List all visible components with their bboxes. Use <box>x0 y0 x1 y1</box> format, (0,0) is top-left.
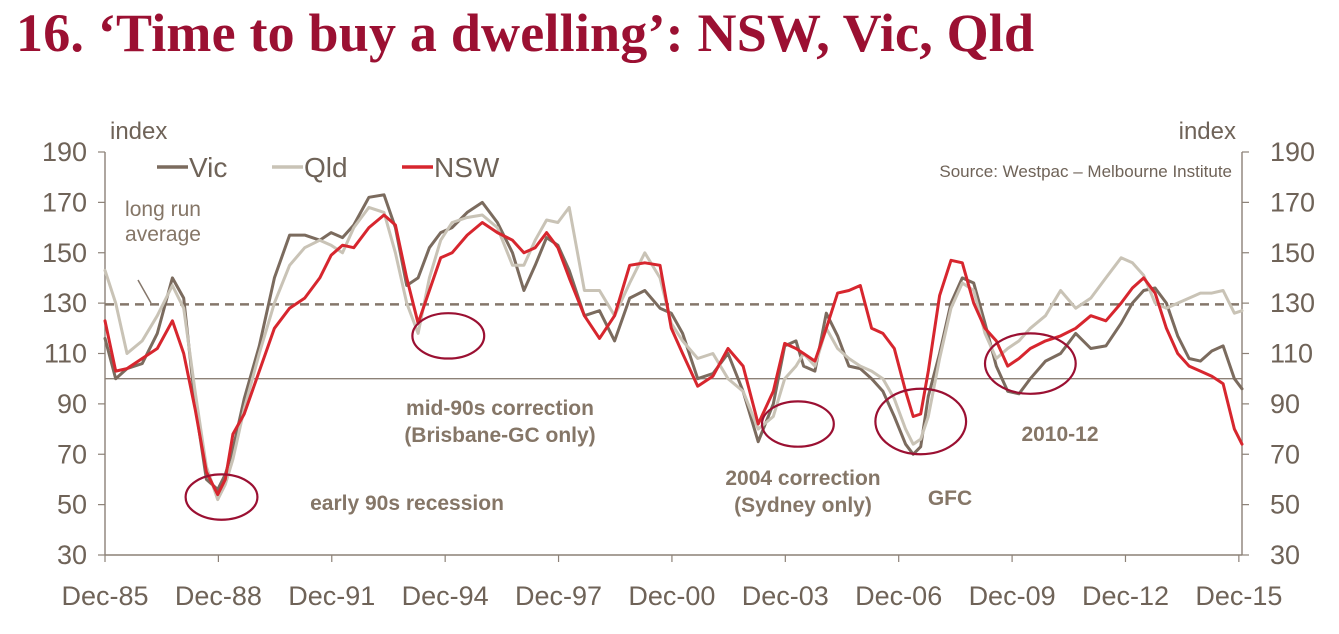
y-tick-label-right: 110 <box>1270 339 1313 369</box>
y-tick-label-right: 170 <box>1270 187 1315 217</box>
legend-label-nsw: NSW <box>434 152 500 183</box>
annotation-label: early 90s recession <box>310 492 504 515</box>
long-run-average-leader <box>137 279 152 304</box>
y-tick-label-left: 110 <box>44 339 87 369</box>
y-tick-label-right: 90 <box>1270 389 1300 419</box>
long-run-average-label: long run <box>125 198 201 221</box>
annotation-label: 2010-12 <box>1021 423 1098 446</box>
legend-label-vic: Vic <box>189 152 227 183</box>
y-tick-label-left: 50 <box>57 490 87 520</box>
y-tick-label-left: 130 <box>42 288 87 318</box>
series-line-vic <box>103 193 1244 491</box>
annotation-label: (Sydney only) <box>734 494 872 517</box>
long-run-average-label: average <box>125 223 201 246</box>
annotation-ellipse <box>983 332 1077 395</box>
x-tick-label: Dec-03 <box>742 581 829 611</box>
y-tick-label-right: 30 <box>1270 540 1300 570</box>
x-tick-label: Dec-97 <box>515 581 602 611</box>
annotation-ellipse <box>760 400 835 448</box>
annotation-ellipse <box>411 312 486 360</box>
x-tick-label: Dec-91 <box>288 581 375 611</box>
x-tick-label: Dec-09 <box>969 581 1056 611</box>
y-axis-label-right: index <box>1179 118 1236 145</box>
y-tick-label-right: 130 <box>1270 288 1315 318</box>
y-tick-label-left: 90 <box>57 389 87 419</box>
x-tick-label: Dec-00 <box>628 581 715 611</box>
y-tick-label-right: 50 <box>1270 490 1300 520</box>
y-tick-label-left: 170 <box>42 187 87 217</box>
x-tick-label: Dec-15 <box>1195 581 1282 611</box>
x-tick-label: Dec-88 <box>175 581 262 611</box>
annotation-label: mid-90s correction <box>406 397 594 420</box>
x-tick-label: Dec-85 <box>61 581 148 611</box>
series-line-qld <box>103 205 1244 502</box>
y-tick-label-right: 70 <box>1270 439 1300 469</box>
legend-label-qld: Qld <box>304 152 348 183</box>
annotation-label: (Brisbane-GC only) <box>404 424 595 447</box>
x-tick-label: Dec-12 <box>1082 581 1169 611</box>
x-tick-label: Dec-94 <box>402 581 489 611</box>
annotation-label: 2004 correction <box>725 467 880 490</box>
y-tick-label-left: 70 <box>57 439 87 469</box>
chart-title: 16. ‘Time to buy a dwelling’: NSW, Vic, … <box>16 3 1035 63</box>
series-line-nsw <box>103 213 1244 497</box>
x-tick-label: Dec-06 <box>855 581 942 611</box>
y-tick-label-left: 190 <box>42 137 87 167</box>
y-tick-label-left: 30 <box>57 540 87 570</box>
y-tick-label-right: 190 <box>1270 137 1315 167</box>
annotation-ellipse <box>184 473 259 521</box>
y-tick-label-left: 150 <box>42 238 87 268</box>
y-axis-label-left: index <box>110 118 167 145</box>
annotation-label: GFC <box>928 487 972 510</box>
annotation-ellipse <box>874 387 968 456</box>
y-tick-label-right: 150 <box>1270 238 1315 268</box>
source-note: Source: Westpac – Melbourne Institute <box>939 162 1232 181</box>
